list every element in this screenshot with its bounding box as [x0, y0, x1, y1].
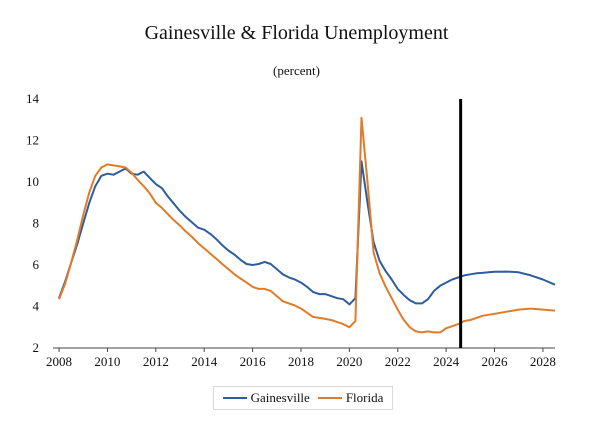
legend-label-florida: Florida — [345, 390, 384, 405]
x-tick-label: 2008 — [46, 354, 72, 369]
x-tick-label: 2028 — [530, 354, 556, 369]
x-tick-label: 2018 — [288, 354, 314, 369]
x-tick-label: 2012 — [143, 354, 169, 369]
legend-item-florida: Florida — [317, 390, 384, 406]
legend-swatch-florida — [317, 397, 342, 399]
legend-label-gainesville: Gainesville — [250, 390, 310, 405]
y-tick-label: 4 — [33, 299, 40, 314]
series-layer — [58, 116, 556, 334]
y-tick-label: 8 — [33, 216, 40, 231]
y-tick-label: 6 — [33, 257, 40, 272]
series-line-florida — [58, 116, 556, 334]
legend-swatch-gainesville — [222, 397, 247, 399]
legend-item-gainesville: Gainesville — [222, 390, 310, 406]
y-tick-label: 10 — [26, 174, 39, 189]
legend: Gainesville Florida — [213, 386, 393, 410]
y-tick-label: 12 — [26, 133, 39, 148]
y-tick-label: 2 — [33, 340, 40, 355]
chart-title: Gainesville & Florida Unemployment — [144, 22, 449, 44]
x-tick-label: 2024 — [433, 354, 460, 369]
x-tick-label: 2020 — [336, 354, 362, 369]
chart-subtitle: (percent) — [273, 63, 320, 78]
x-tick-label: 2010 — [94, 354, 120, 369]
axes: 2 4 6 8 10 12 14 2008 2010 2012 2014 2016 2018 2020 20… — [26, 91, 556, 369]
x-tick-label: 2026 — [482, 354, 509, 369]
series-line-gainesville — [58, 160, 556, 306]
x-tick-label: 2016 — [240, 354, 267, 369]
x-tick-label: 2022 — [385, 354, 411, 369]
y-tick-label: 14 — [26, 91, 40, 106]
x-tick-label: 2014 — [191, 354, 218, 369]
